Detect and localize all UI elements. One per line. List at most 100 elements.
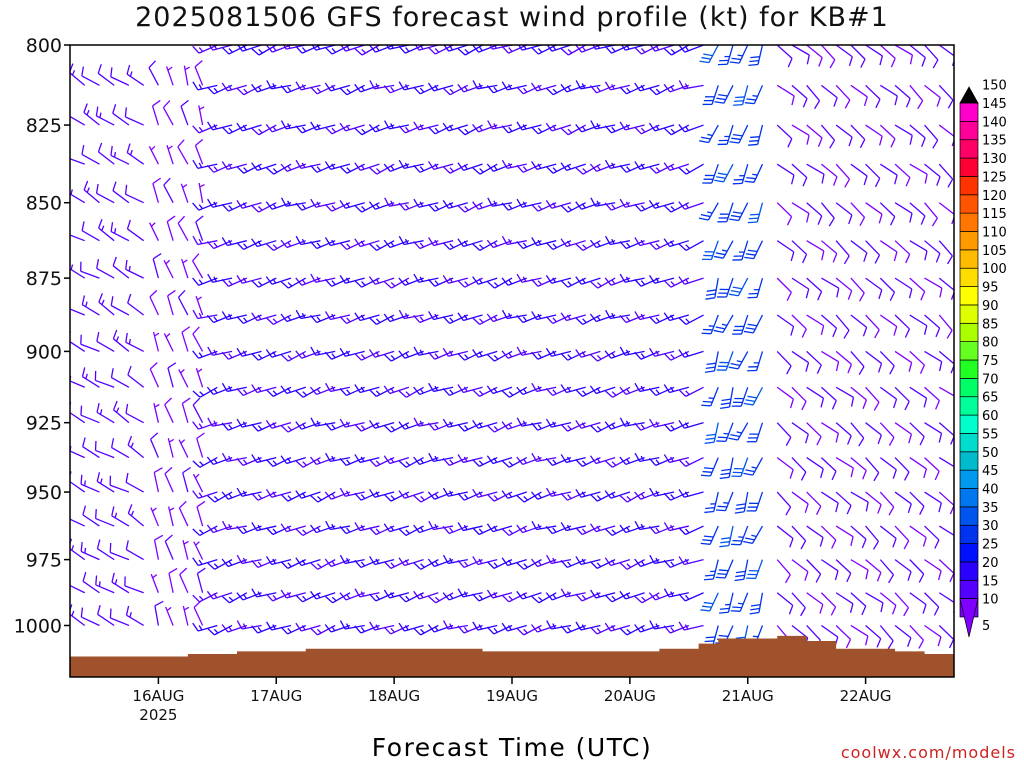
wind-barb <box>879 163 898 185</box>
wind-barb <box>398 490 424 499</box>
wind-barb <box>127 365 145 388</box>
wind-barb <box>94 370 115 388</box>
wind-barb <box>938 559 954 583</box>
wind-barb <box>938 314 953 339</box>
wind-barb <box>153 403 160 423</box>
wind-barb <box>153 467 163 493</box>
wind-barb <box>310 524 336 534</box>
wind-barb <box>83 45 85 46</box>
colorbar: 5 10 15 20 25 30 35 40 45 50 55 60 65 70 75 80 85 90 95 100… <box>959 79 1007 638</box>
wind-barb <box>619 524 645 534</box>
wind-barb <box>744 163 764 183</box>
wind-barb <box>126 219 145 242</box>
wind-barb <box>280 197 306 207</box>
wind-barb <box>201 45 203 46</box>
colorbar-cell <box>959 231 979 251</box>
wind-barb <box>177 139 189 165</box>
wind-barb <box>501 309 527 320</box>
colorbar-cell <box>959 212 979 232</box>
wind-barb <box>747 277 764 299</box>
wind-barb <box>82 505 100 527</box>
wind-barb <box>894 457 910 481</box>
wind-barb <box>110 67 130 86</box>
wind-barb <box>791 525 807 550</box>
wind-barb <box>148 145 159 165</box>
wind-barb <box>732 240 749 261</box>
wind-barb <box>198 182 205 203</box>
wind-barb <box>865 624 882 648</box>
wind-barb <box>193 541 204 560</box>
wind-barb <box>865 163 881 188</box>
wind-barb <box>894 314 911 338</box>
wind-barb <box>96 604 115 627</box>
wind-barb <box>678 592 704 602</box>
wind-barb <box>236 554 262 565</box>
wind-barb <box>663 238 689 248</box>
wind-barb <box>776 314 795 336</box>
wind-barb <box>486 385 513 395</box>
wind-barb <box>182 605 190 626</box>
colorbar-label: 100 <box>982 262 1007 277</box>
wind-barb <box>501 421 527 430</box>
wind-barb <box>894 525 910 550</box>
wind-barb <box>791 592 806 617</box>
wind-barb <box>487 197 513 207</box>
wind-barb <box>909 124 926 147</box>
wind-barb <box>182 540 189 560</box>
wind-barb <box>835 386 855 407</box>
wind-barb <box>110 145 130 165</box>
wind-barb <box>835 240 850 265</box>
wind-barb <box>280 163 306 172</box>
wind-barb <box>678 45 704 53</box>
colorbar-label: 130 <box>982 152 1007 167</box>
wind-barb <box>112 45 115 46</box>
wind-barb <box>82 437 100 459</box>
wind-barb <box>81 295 100 316</box>
wind-barb <box>369 80 395 90</box>
wind-barb <box>746 559 764 580</box>
wind-barb <box>649 554 675 565</box>
wind-barb <box>354 624 380 634</box>
wind-barb <box>81 367 100 388</box>
wind-barb <box>177 290 189 316</box>
wind-barb <box>938 45 954 66</box>
wind-barb <box>95 106 115 126</box>
wind-barb <box>700 592 719 612</box>
wind-barb <box>237 45 262 52</box>
wind-barb <box>501 557 527 567</box>
wind-barb <box>820 163 838 186</box>
wind-barb <box>354 238 380 248</box>
colorbar-cell <box>959 322 979 342</box>
wind-barb <box>776 559 791 584</box>
wind-barb <box>835 559 852 583</box>
wind-barb <box>265 349 292 358</box>
wind-barb <box>95 575 115 594</box>
wind-barb <box>806 559 822 583</box>
wind-barb <box>850 457 867 480</box>
colorbar-label: 70 <box>982 372 999 387</box>
wind-barb <box>924 84 941 107</box>
wind-barb <box>924 277 943 298</box>
wind-barb <box>699 45 719 64</box>
wind-barb <box>589 84 616 94</box>
wind-barb <box>821 422 839 443</box>
wind-barb <box>678 457 704 467</box>
wind-barb <box>575 276 601 285</box>
wind-barb <box>648 525 675 535</box>
wind-barb <box>924 124 939 149</box>
wind-barb <box>909 314 928 335</box>
wind-barb <box>124 107 144 126</box>
wind-barb <box>442 554 468 565</box>
wind-barb <box>97 64 115 86</box>
wind-barb <box>714 85 734 104</box>
wind-barb <box>634 491 660 500</box>
wind-barb <box>791 45 810 65</box>
wind-barb <box>648 122 675 132</box>
wind-barb <box>791 559 809 581</box>
wind-barb <box>731 457 749 478</box>
wind-barb <box>747 351 764 372</box>
wind-barb <box>163 333 174 352</box>
wind-barb <box>83 180 100 204</box>
wind-barb <box>110 222 130 242</box>
wind-barb <box>605 235 630 246</box>
